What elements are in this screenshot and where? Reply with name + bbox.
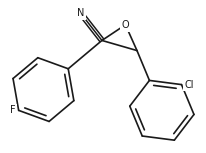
Text: O: O — [121, 20, 129, 30]
Text: F: F — [10, 105, 16, 115]
Text: Cl: Cl — [183, 80, 193, 90]
Text: N: N — [76, 8, 84, 18]
